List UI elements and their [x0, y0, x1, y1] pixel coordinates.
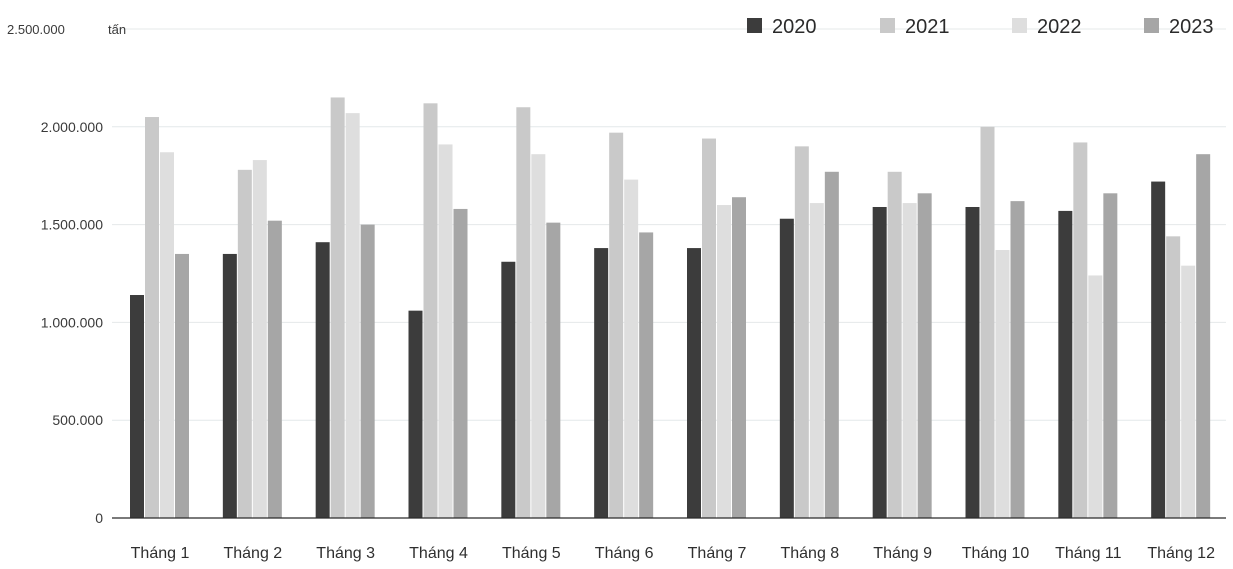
bar: [501, 261, 516, 518]
bar: [1073, 142, 1088, 518]
bar: [237, 169, 252, 518]
bar: [779, 218, 794, 518]
y-tick-label: 1.000.000: [41, 314, 103, 330]
bar: [887, 171, 902, 518]
y-tick-label: 2.000.000: [41, 119, 103, 135]
x-axis-labels: Tháng 1 Tháng 2 Tháng 3 Tháng 4 Tháng 5 Tháng…: [131, 545, 1215, 562]
gridlines: [112, 28, 1226, 421]
bar: [995, 250, 1010, 518]
bar: [639, 232, 654, 518]
y-axis-labels: 0 500.000 1.000.000 1.500.000 2.000.000 2.500…: [7, 22, 103, 526]
series-2022: [160, 113, 1196, 519]
bar: [1058, 210, 1073, 518]
bar: [702, 138, 716, 518]
legend-swatch: [747, 18, 762, 33]
bar: [824, 171, 839, 518]
bar: [624, 179, 639, 518]
bar: [717, 205, 731, 519]
y-tick-label: 1.500.000: [41, 217, 103, 233]
legend-swatch: [1012, 18, 1027, 33]
bar: [1181, 265, 1196, 518]
bar: [345, 113, 360, 518]
bar: [145, 117, 159, 519]
bar: [546, 222, 561, 519]
bar: [408, 310, 423, 518]
bar: [267, 220, 282, 519]
x-tick-label: Tháng 11: [1055, 545, 1122, 562]
bar: [130, 295, 144, 518]
bar: [438, 144, 453, 519]
bar: [252, 160, 267, 518]
x-tick-label: Tháng 8: [780, 545, 839, 562]
bar: [330, 97, 345, 519]
legend-swatch: [880, 18, 895, 33]
bar: [360, 224, 375, 518]
bar: [315, 242, 330, 519]
bar: [531, 154, 546, 518]
bar: [980, 126, 995, 519]
bar: [1196, 154, 1211, 518]
bar: [453, 208, 468, 518]
y-unit-label: tấn: [108, 22, 126, 37]
x-tick-label: Tháng 5: [502, 545, 561, 562]
y-tick-label: 500.000: [52, 412, 103, 428]
x-tick-label: Tháng 9: [873, 545, 932, 562]
legend-item-2022: 2022: [1012, 16, 1082, 38]
bar: [222, 253, 237, 518]
bar: [516, 107, 531, 519]
legend-label: 2020: [772, 16, 817, 38]
series-2023: [175, 154, 1211, 519]
bars: [130, 97, 1211, 519]
bar: [809, 203, 824, 519]
bar: [423, 103, 438, 518]
x-tick-label: Tháng 4: [409, 545, 468, 562]
x-tick-label: Tháng 10: [962, 545, 1030, 562]
x-tick-label: Tháng 12: [1147, 545, 1215, 562]
x-tick-label: Tháng 2: [223, 545, 282, 562]
legend-swatch: [1144, 18, 1159, 33]
legend: 2020 2021 2022 2023: [747, 16, 1214, 38]
y-tick-label: 0: [95, 510, 103, 526]
bar: [1166, 236, 1181, 518]
legend-item-2021: 2021: [880, 16, 950, 38]
series-2021: [145, 97, 1181, 519]
y-tick-label: 2.500.000: [7, 22, 65, 37]
bar: [160, 152, 174, 518]
bar: [687, 248, 701, 518]
bar: [1088, 275, 1103, 518]
bar: [1010, 201, 1025, 519]
bar: [1151, 181, 1166, 518]
legend-item-2023: 2023: [1144, 16, 1214, 38]
legend-label: 2021: [905, 16, 950, 38]
bar: [732, 197, 746, 518]
legend-item-2020: 2020: [747, 16, 817, 38]
x-tick-label: Tháng 7: [688, 545, 747, 562]
series-2020: [130, 181, 1166, 519]
bar: [902, 203, 917, 519]
bar: [794, 146, 809, 519]
bar: [872, 206, 887, 518]
bar: [1103, 193, 1118, 518]
x-tick-label: Tháng 3: [316, 545, 375, 562]
legend-label: 2023: [1169, 16, 1214, 38]
bar: [917, 193, 932, 518]
x-tick-label: Tháng 6: [595, 545, 654, 562]
bar: [609, 132, 624, 518]
bar: [965, 206, 980, 518]
x-tick-label: Tháng 1: [131, 545, 190, 562]
legend-label: 2022: [1037, 16, 1082, 38]
bar: [594, 248, 609, 518]
bar: [175, 253, 189, 518]
